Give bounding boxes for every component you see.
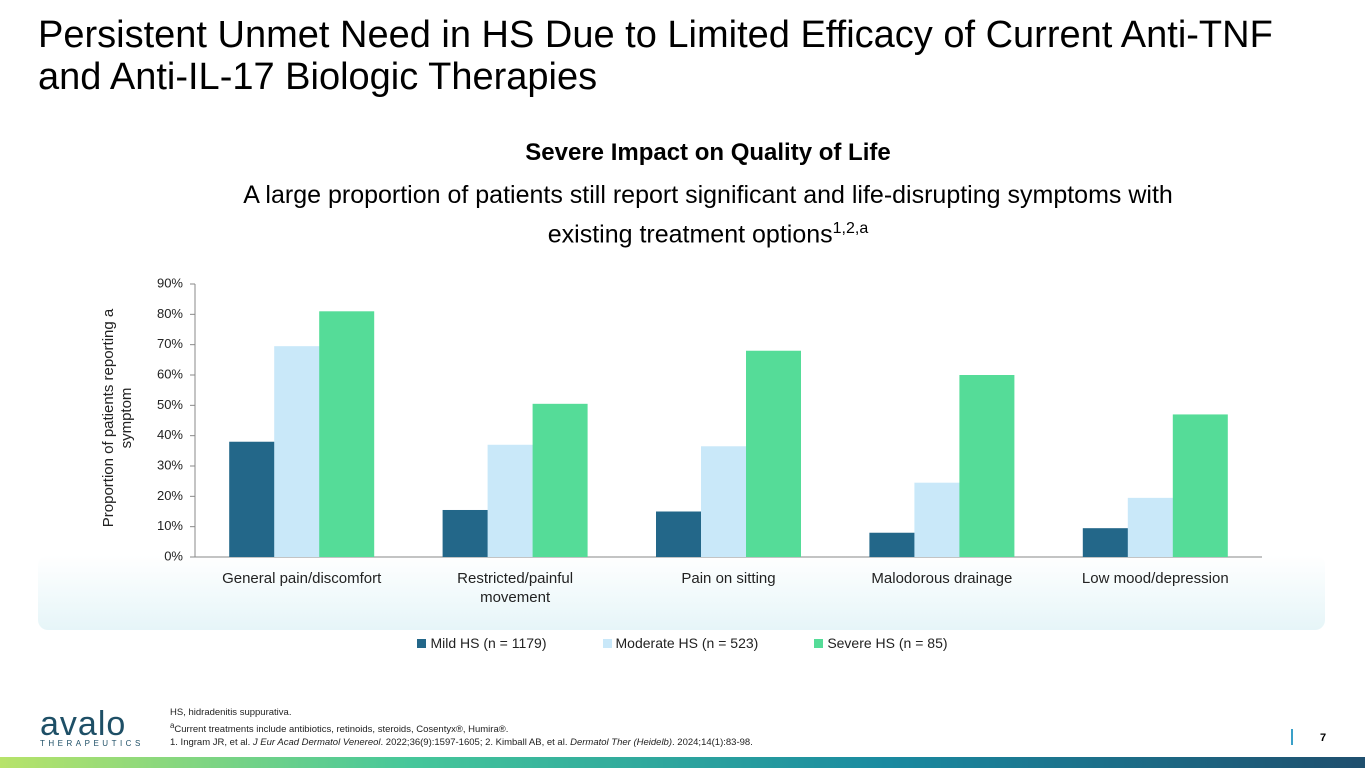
footnote-text: Current treatments include antibiotics, … [174,724,509,736]
footnote-references: 1. Ingram JR, et al. J Eur Acad Dermatol… [170,736,753,749]
y-tick-label: 30% [157,457,183,472]
y-tick-label: 90% [157,275,183,290]
legend-swatch [602,638,612,648]
x-tick-label: Low mood/depression [1081,570,1229,587]
logo-name: avalo [40,705,127,743]
legend-swatch [814,638,824,648]
footnote-marker: a [170,721,175,730]
bar [319,311,375,557]
page-number: 7 [1320,732,1327,744]
slide-title: Persistent Unmet Need in HS Due to Limit… [38,14,1273,98]
y-tick-label: 0% [164,548,183,563]
chart-subtitle: A large proportion of patients still rep… [200,178,1216,251]
footnote-note: aCurrent treatments include antibiotics,… [170,719,753,736]
reference-journal: J Eur Acad Dermatol Venereol [252,737,381,749]
footnote-abbreviation: HS, hidradenitis suppurativa. [170,707,292,718]
footer-strip [0,757,1365,768]
bar [959,375,1015,557]
subtitle-superscript: 1,2,a [832,220,869,237]
reference-text: . 2022;36(9):1597-1605; 2. Kimball AB, e… [380,737,571,749]
x-tick-label: Restricted/painful movement [457,570,574,606]
y-tick-label: 70% [157,336,183,351]
bar [532,403,588,557]
y-tick-label: 60% [157,366,183,381]
legend: Mild HS (n = 1179) Moderate HS (n = 523) S… [0,635,1365,651]
reference-text: 1. Ingram JR, et al. [170,737,253,749]
x-tick-label: Pain on sitting [681,570,776,587]
reference-journal: Dermatol Ther (Heidelb) [570,737,673,749]
legend-item: Moderate HS (n = 523) [602,635,759,651]
x-tick-label: General pain/discomfort [222,570,382,587]
y-tick-label: 50% [157,397,183,412]
footnotes: HS, hidradenitis suppurativa. aCurrent t… [170,706,753,749]
logo-tagline: THERAPEUTICS [40,739,144,748]
y-tick-label: 40% [157,427,183,442]
legend-label: Mild HS (n = 1179) [430,635,547,651]
bar [1172,414,1228,557]
reference-text: . 2024;14(1):83-98. [672,737,753,749]
subtitle-text: A large proportion of patients still rep… [243,181,1173,249]
background-band [38,555,1325,630]
chart-title: Severe Impact on Quality of Life [525,139,891,166]
y-tick-label: 10% [157,518,183,533]
legend-item: Severe HS (n = 85) [814,635,948,651]
legend-label: Severe HS (n = 85) [827,635,948,651]
bar [746,350,801,557]
y-tick-label: 20% [157,488,183,503]
legend-label: Moderate HS (n = 523) [615,635,759,651]
legend-swatch [417,638,427,648]
x-tick-label: Malodorous drainage [871,570,1013,587]
logo: avalo THERAPEUTICS [40,705,144,748]
legend-item: Mild HS (n = 1179) [417,635,547,651]
y-tick-label: 80% [157,306,183,321]
page-marker [1291,729,1293,745]
